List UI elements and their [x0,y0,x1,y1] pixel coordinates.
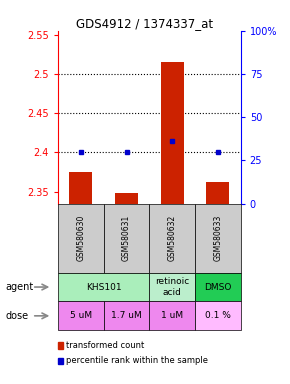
Text: retinoic
acid: retinoic acid [155,277,189,297]
Text: dose: dose [6,311,29,321]
Text: GSM580632: GSM580632 [168,215,177,261]
Bar [206,182,229,204]
Bar [115,193,138,204]
Text: GSM580630: GSM580630 [76,215,85,261]
Text: 0.1 %: 0.1 % [205,311,231,320]
Text: 1 uM: 1 uM [161,311,183,320]
Text: percentile rank within the sample: percentile rank within the sample [66,356,208,366]
Bar [69,172,92,204]
Bar [161,62,184,204]
Text: KHS101: KHS101 [86,283,122,291]
Text: GDS4912 / 1374337_at: GDS4912 / 1374337_at [77,17,213,30]
Text: transformed count: transformed count [66,341,144,350]
Text: GSM580631: GSM580631 [122,215,131,261]
Text: DMSO: DMSO [204,283,231,291]
Text: 1.7 uM: 1.7 uM [111,311,142,320]
Text: GSM580633: GSM580633 [213,215,222,261]
Text: 5 uM: 5 uM [70,311,92,320]
Text: agent: agent [6,282,34,292]
